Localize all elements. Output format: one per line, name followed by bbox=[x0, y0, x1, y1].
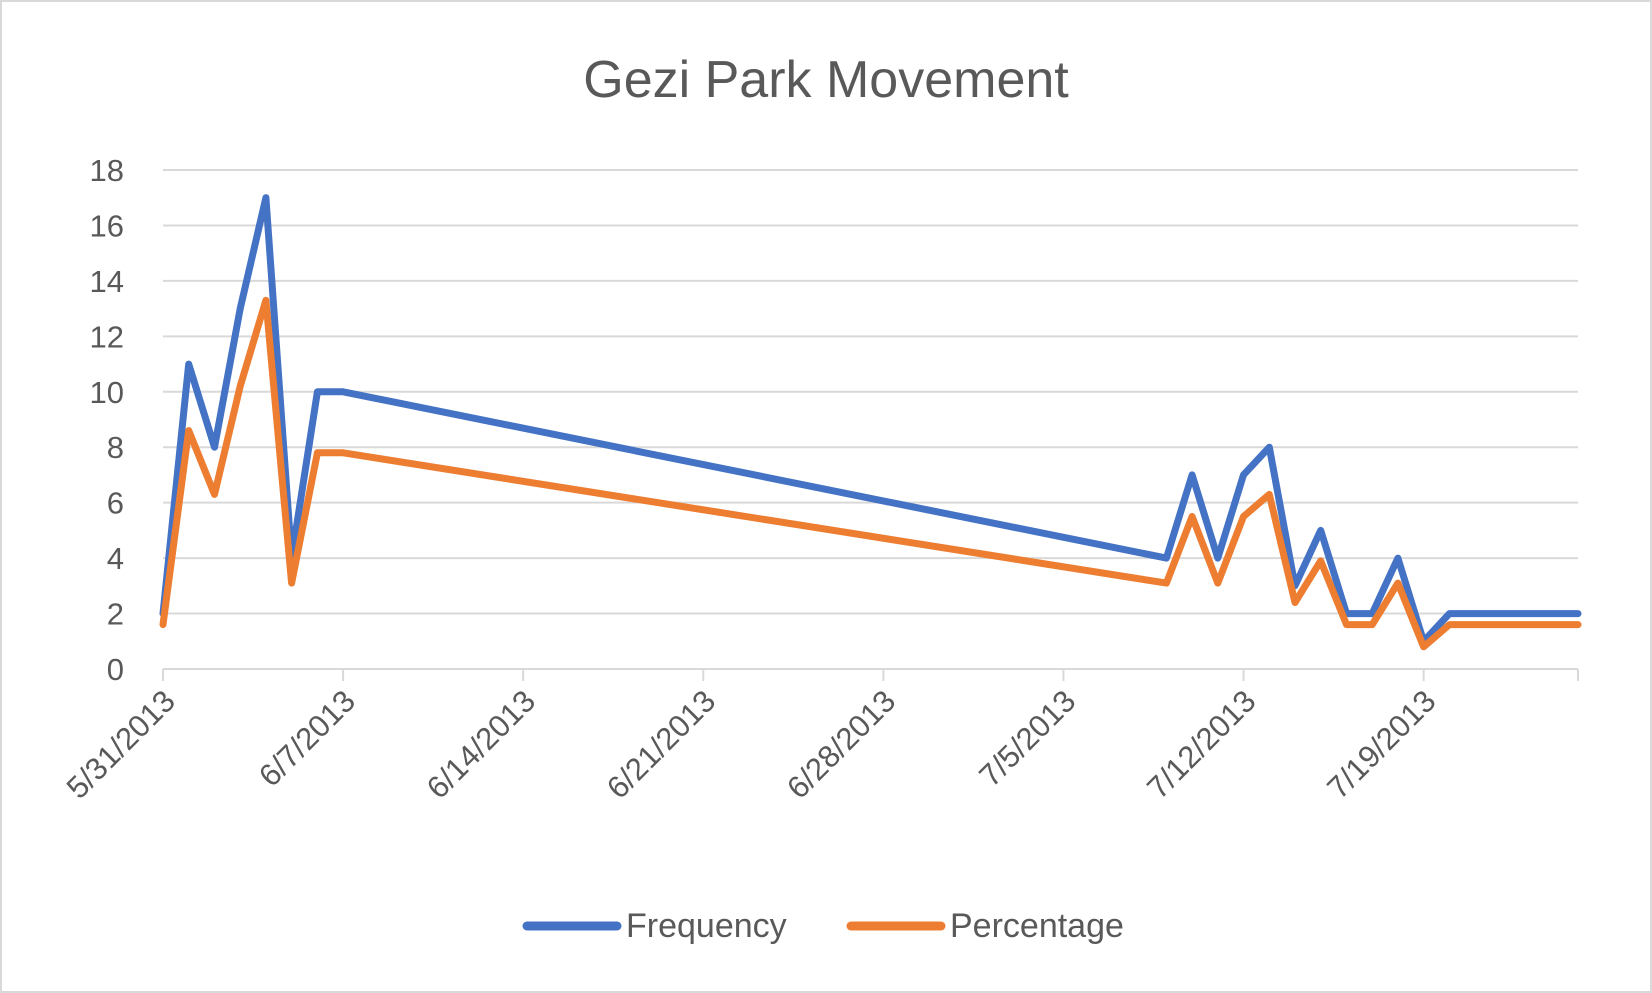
y-tick-label: 16 bbox=[90, 208, 124, 243]
y-tick-label: 0 bbox=[107, 652, 124, 687]
y-tick-label: 12 bbox=[90, 319, 124, 354]
legend-label-frequency: Frequency bbox=[626, 907, 787, 945]
y-tick-label: 6 bbox=[107, 486, 124, 521]
y-tick-label: 2 bbox=[107, 597, 124, 632]
y-tick-label: 18 bbox=[90, 153, 124, 188]
y-tick-label: 8 bbox=[107, 430, 124, 465]
x-axis bbox=[162, 668, 1579, 681]
y-axis-labels: 0 2 4 6 8 10 12 14 16 18 bbox=[90, 153, 124, 687]
y-tick-label: 14 bbox=[90, 264, 124, 299]
series-line-frequency bbox=[159, 194, 1582, 645]
series-line-percentage bbox=[159, 296, 1582, 651]
y-tick-label: 4 bbox=[107, 541, 124, 576]
legend: Frequency Percentage bbox=[522, 907, 1124, 945]
y-tick-label: 10 bbox=[90, 375, 124, 410]
legend-label-percentage: Percentage bbox=[950, 907, 1124, 945]
chart-title: Gezi Park Movement bbox=[583, 51, 1069, 109]
gridlines bbox=[163, 169, 1578, 615]
series-lines bbox=[159, 194, 1582, 651]
